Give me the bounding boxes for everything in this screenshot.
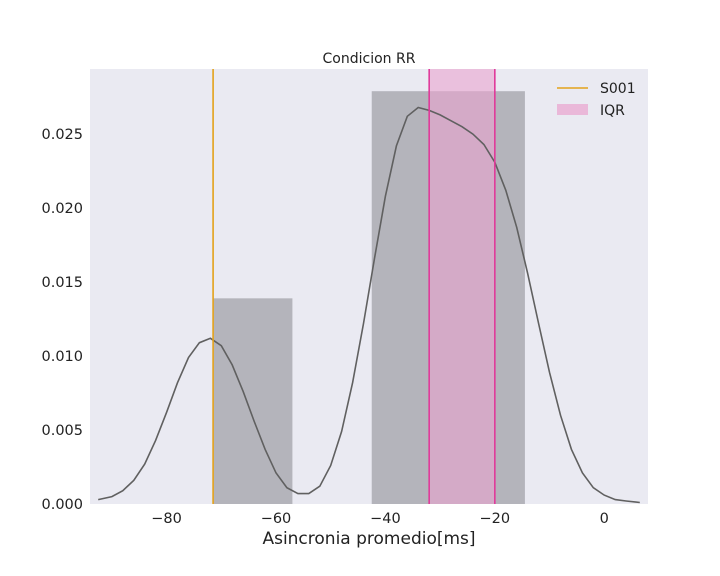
y-tick-label: 0.015 — [41, 275, 83, 291]
legend-label-iqr: IQR — [600, 103, 625, 119]
x-tick-label: −20 — [480, 511, 511, 527]
y-tick-label: 0.025 — [41, 127, 83, 143]
y-axis-ticks: 0.000 0.005 0.010 0.015 0.020 0.025 — [41, 127, 83, 513]
y-tick-label: 0.020 — [41, 201, 83, 217]
legend: S001 IQR — [557, 81, 636, 119]
x-axis-ticks: −80 −60 −40 −20 0 — [151, 511, 609, 527]
kde-curve — [98, 106, 640, 504]
y-tick-label: 0.005 — [41, 423, 83, 439]
x-tick-label: −60 — [261, 511, 292, 527]
iqr-band — [429, 69, 495, 504]
x-tick-label: 0 — [600, 511, 609, 527]
x-tick-label: −80 — [151, 511, 182, 527]
y-tick-label: 0.000 — [41, 497, 83, 513]
legend-label-s001: S001 — [600, 81, 636, 97]
chart-title: Condicion RR — [323, 51, 416, 67]
y-tick-label: 0.010 — [41, 349, 83, 365]
x-axis-label: Asincronia promedio[ms] — [262, 529, 475, 549]
x-tick-label: −40 — [370, 511, 401, 527]
legend-swatch-iqr — [557, 104, 588, 115]
histogram-bar — [213, 298, 293, 504]
